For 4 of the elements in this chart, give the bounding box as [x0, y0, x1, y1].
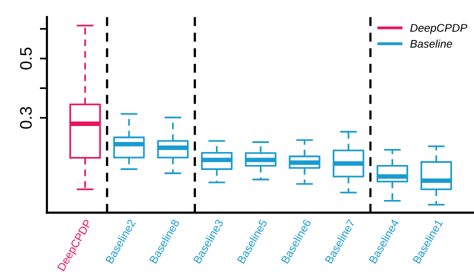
y-tick-label: 0.5 — [20, 48, 32, 70]
legend-label: DeepCPDP — [410, 24, 468, 34]
legend-label: Baseline — [410, 40, 452, 48]
y-tick-label: 0.3 — [20, 106, 32, 129]
